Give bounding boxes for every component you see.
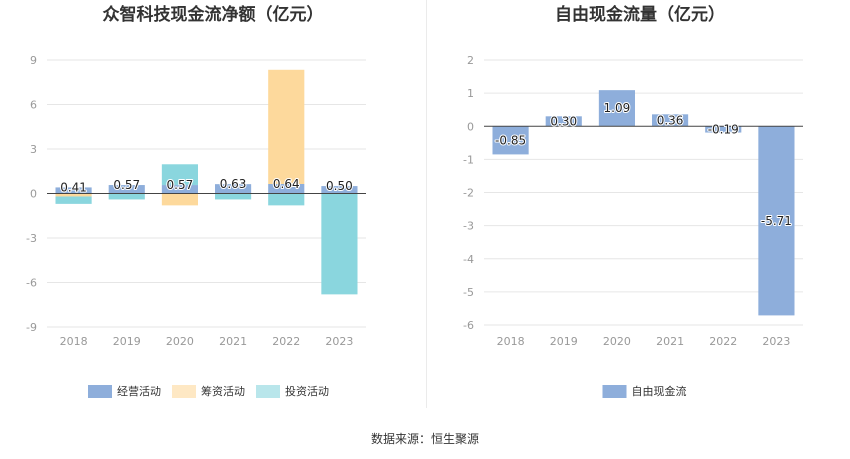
- left-bar: [268, 193, 305, 206]
- left-bar: [268, 69, 305, 185]
- left-bar: [55, 193, 92, 197]
- right-bar: [492, 126, 529, 155]
- left-bar: [321, 193, 358, 295]
- right-x-tick: 2023: [762, 335, 790, 348]
- left-legend-item: 经营活动: [88, 384, 161, 398]
- right-data-label: -0.85: [495, 133, 526, 147]
- left-x-tick: 2018: [60, 335, 88, 348]
- left-bar: [215, 193, 252, 200]
- left-y-tick: 0: [30, 188, 37, 201]
- left-x-tick: 2023: [325, 335, 353, 348]
- source-note: 数据来源：恒生聚源: [370, 432, 479, 446]
- right-data-label: -0.19: [708, 122, 739, 136]
- right-y-tick: 0: [467, 120, 474, 133]
- left-chart-cashflow: 众智科技现金流净额（亿元） 9 6 3 0 -3 -6 -9 2018 2019 2020 202…: [26, 4, 366, 398]
- right-bar: [598, 90, 635, 127]
- left-y-tick: -6: [26, 277, 37, 290]
- right-y-tick: -1: [463, 153, 474, 166]
- right-data-label: 0.36: [657, 113, 684, 127]
- left-x-tick: 2019: [113, 335, 141, 348]
- left-chart-title: 众智科技现金流净额（亿元）: [103, 4, 324, 25]
- right-data-label: -5.71: [761, 214, 792, 228]
- left-data-label: 0.64: [273, 177, 300, 191]
- chart-divider: [426, 0, 427, 408]
- left-legend-label: 筹资活动: [201, 384, 245, 398]
- right-x-tick: 2022: [709, 335, 737, 348]
- left-y-tick: 9: [30, 54, 37, 67]
- right-legend-label: 自由现金流: [632, 384, 687, 398]
- left-data-label: 0.50: [326, 179, 353, 193]
- left-legend-label: 投资活动: [285, 384, 329, 398]
- left-bar: [321, 186, 358, 194]
- left-data-label: 0.57: [113, 178, 140, 192]
- right-legend-item: 自由现金流: [602, 384, 687, 398]
- left-legend-swatch: [172, 385, 196, 398]
- right-bar: [652, 114, 689, 127]
- right-y-tick: 1: [467, 87, 474, 100]
- left-y-tick: 6: [30, 99, 37, 112]
- right-data-label: 0.30: [550, 114, 577, 128]
- right-x-tick: 2019: [550, 335, 578, 348]
- right-x-tick: 2021: [656, 335, 684, 348]
- right-bar: [705, 126, 742, 133]
- left-y-tick: 3: [30, 143, 37, 156]
- left-data-label: 0.57: [167, 178, 194, 192]
- left-legend-item: 投资活动: [256, 384, 329, 398]
- left-legend-label: 经营活动: [117, 384, 161, 398]
- left-data-label: 0.63: [220, 177, 247, 191]
- left-y-tick: -3: [26, 232, 37, 245]
- right-x-tick: 2018: [497, 335, 525, 348]
- left-legend-swatch: [88, 385, 112, 398]
- left-data-label: 0.41: [60, 180, 87, 194]
- left-bar: [161, 185, 198, 194]
- right-x-tick: 2020: [603, 335, 631, 348]
- right-legend-swatch: [602, 385, 627, 398]
- left-bar: [161, 164, 198, 186]
- left-x-tick: 2021: [219, 335, 247, 348]
- right-data-label: 1.09: [604, 101, 631, 115]
- left-bar: [55, 187, 92, 194]
- right-y-tick: -3: [463, 220, 474, 233]
- right-y-tick: -5: [463, 286, 474, 299]
- left-legend-item: 筹资活动: [172, 384, 245, 398]
- left-y-tick: -9: [26, 321, 37, 334]
- left-bar: [55, 196, 92, 204]
- left-bar: [161, 193, 198, 206]
- right-y-tick: -4: [463, 253, 474, 266]
- left-x-tick: 2020: [166, 335, 194, 348]
- right-chart-title: 自由现金流量（亿元）: [555, 4, 725, 25]
- right-bar: [758, 126, 795, 316]
- left-x-tick: 2022: [272, 335, 300, 348]
- right-y-tick: -6: [463, 319, 474, 332]
- right-y-tick: -2: [463, 187, 474, 200]
- left-bar: [108, 185, 145, 194]
- left-legend-swatch: [256, 385, 280, 398]
- left-bar: [215, 184, 252, 194]
- right-y-tick: 2: [467, 54, 474, 67]
- right-chart-free-cashflow: 自由现金流量（亿元） 2 1 0 -1 -2 -3 -4 -5 -6 2018 2019 2020 2…: [463, 4, 803, 398]
- left-bar: [108, 193, 145, 200]
- right-bar: [545, 116, 582, 127]
- left-bar: [268, 184, 305, 194]
